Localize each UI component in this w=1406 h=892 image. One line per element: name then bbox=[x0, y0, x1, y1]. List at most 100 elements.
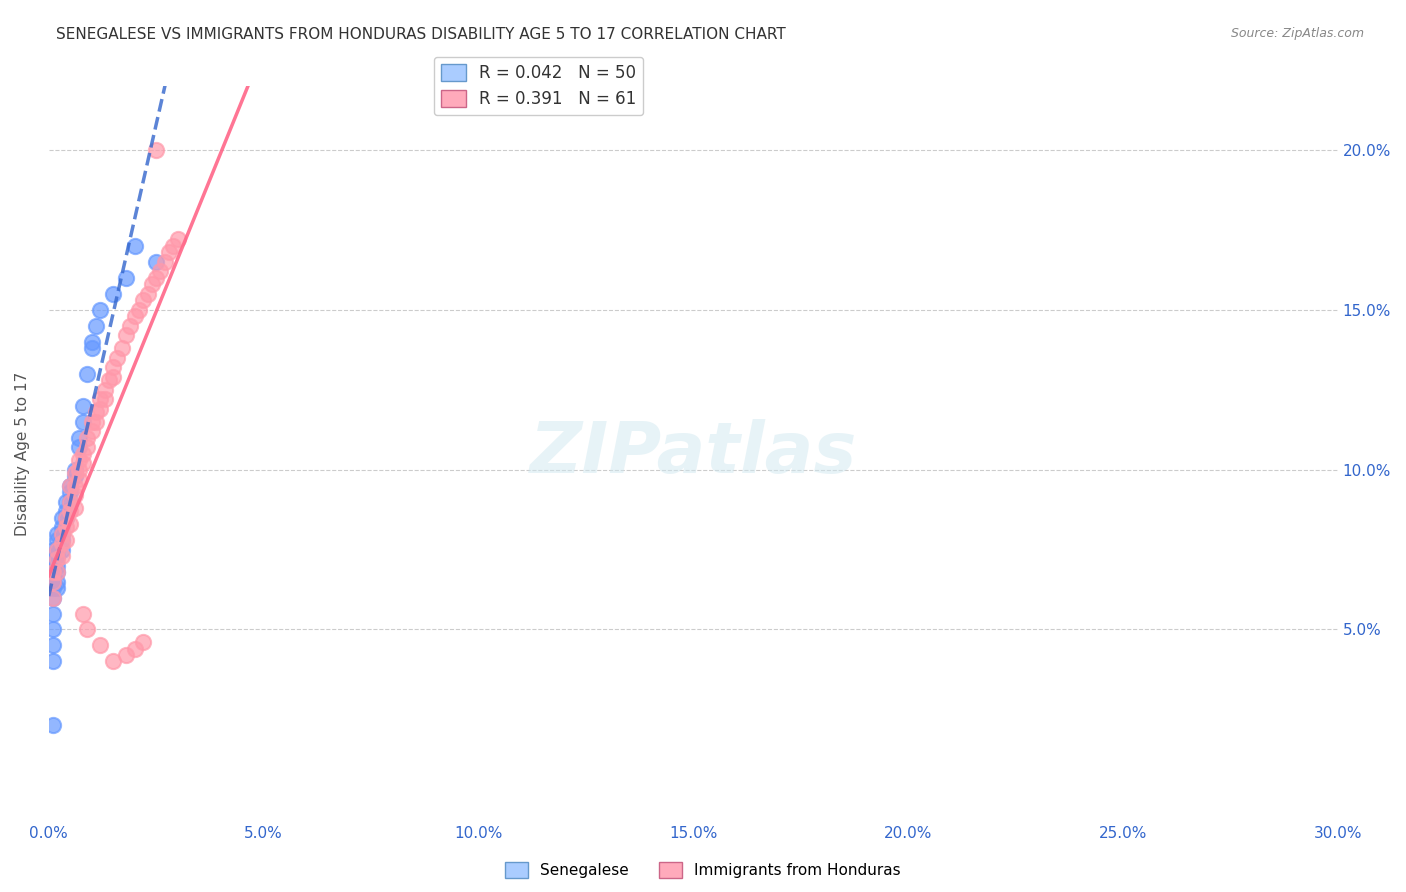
Point bbox=[59, 516, 82, 531]
Point bbox=[63, 500, 86, 515]
Point bbox=[103, 286, 125, 301]
Point bbox=[128, 302, 150, 317]
Point bbox=[76, 623, 98, 637]
Point bbox=[72, 399, 94, 413]
Point bbox=[76, 431, 98, 445]
Point bbox=[42, 581, 65, 595]
Point bbox=[67, 431, 90, 445]
Point bbox=[166, 232, 188, 246]
Point bbox=[51, 526, 73, 541]
Point bbox=[55, 494, 77, 508]
Point bbox=[63, 462, 86, 476]
Point bbox=[59, 478, 82, 492]
Point bbox=[89, 401, 111, 416]
Point bbox=[42, 571, 65, 585]
Point bbox=[46, 542, 69, 557]
Point bbox=[145, 143, 167, 157]
Point bbox=[84, 318, 107, 333]
Point bbox=[157, 244, 180, 259]
Point bbox=[89, 639, 111, 653]
Point bbox=[63, 469, 86, 483]
Point bbox=[42, 718, 65, 732]
Y-axis label: Disability Age 5 to 17: Disability Age 5 to 17 bbox=[15, 371, 30, 536]
Point bbox=[42, 568, 65, 582]
Point bbox=[63, 478, 86, 492]
Point bbox=[55, 520, 77, 534]
Point bbox=[141, 277, 163, 291]
Point bbox=[72, 446, 94, 460]
Point bbox=[46, 565, 69, 579]
Point bbox=[51, 533, 73, 547]
Point bbox=[124, 238, 146, 252]
Point bbox=[42, 655, 65, 669]
Point bbox=[42, 552, 65, 566]
Point bbox=[59, 484, 82, 499]
Point bbox=[59, 494, 82, 508]
Point bbox=[120, 318, 142, 333]
Point bbox=[97, 373, 120, 387]
Text: Source: ZipAtlas.com: Source: ZipAtlas.com bbox=[1230, 27, 1364, 40]
Point bbox=[42, 565, 65, 579]
Point bbox=[46, 581, 69, 595]
Point bbox=[55, 510, 77, 524]
Point bbox=[76, 440, 98, 454]
Legend: Senegalese, Immigrants from Honduras: Senegalese, Immigrants from Honduras bbox=[499, 856, 907, 884]
Point bbox=[153, 254, 176, 268]
Point bbox=[59, 478, 82, 492]
Point bbox=[46, 565, 69, 579]
Point bbox=[84, 415, 107, 429]
Point bbox=[46, 526, 69, 541]
Point bbox=[46, 533, 69, 547]
Point bbox=[55, 504, 77, 518]
Point bbox=[42, 562, 65, 576]
Point bbox=[46, 552, 69, 566]
Point bbox=[67, 472, 90, 486]
Point bbox=[76, 367, 98, 381]
Point bbox=[42, 558, 65, 573]
Point bbox=[42, 591, 65, 605]
Point bbox=[107, 351, 129, 365]
Point bbox=[67, 462, 90, 476]
Point bbox=[93, 392, 115, 406]
Point bbox=[51, 542, 73, 557]
Point bbox=[63, 488, 86, 502]
Point bbox=[80, 334, 103, 349]
Point bbox=[46, 558, 69, 573]
Point bbox=[67, 440, 90, 454]
Point bbox=[80, 341, 103, 355]
Point bbox=[51, 536, 73, 550]
Point bbox=[80, 415, 103, 429]
Text: SENEGALESE VS IMMIGRANTS FROM HONDURAS DISABILITY AGE 5 TO 17 CORRELATION CHART: SENEGALESE VS IMMIGRANTS FROM HONDURAS D… bbox=[56, 27, 786, 42]
Point bbox=[42, 607, 65, 621]
Point bbox=[72, 456, 94, 470]
Point bbox=[46, 549, 69, 563]
Point bbox=[149, 264, 172, 278]
Point bbox=[67, 453, 90, 467]
Point bbox=[42, 565, 65, 579]
Point bbox=[51, 520, 73, 534]
Point bbox=[103, 360, 125, 375]
Point bbox=[42, 549, 65, 563]
Point bbox=[84, 405, 107, 419]
Legend: R = 0.042   N = 50, R = 0.391   N = 61: R = 0.042 N = 50, R = 0.391 N = 61 bbox=[434, 57, 643, 115]
Point bbox=[80, 424, 103, 438]
Point bbox=[103, 369, 125, 384]
Point bbox=[55, 533, 77, 547]
Text: ZIPatlas: ZIPatlas bbox=[530, 419, 856, 488]
Point bbox=[42, 574, 65, 589]
Point bbox=[124, 641, 146, 656]
Point bbox=[51, 549, 73, 563]
Point bbox=[115, 648, 138, 662]
Point bbox=[42, 574, 65, 589]
Point bbox=[72, 415, 94, 429]
Point bbox=[72, 607, 94, 621]
Point bbox=[115, 328, 138, 343]
Point bbox=[51, 510, 73, 524]
Point bbox=[132, 293, 155, 307]
Point bbox=[55, 510, 77, 524]
Point bbox=[51, 526, 73, 541]
Point bbox=[111, 341, 134, 355]
Point bbox=[42, 542, 65, 557]
Point bbox=[132, 635, 155, 649]
Point bbox=[59, 504, 82, 518]
